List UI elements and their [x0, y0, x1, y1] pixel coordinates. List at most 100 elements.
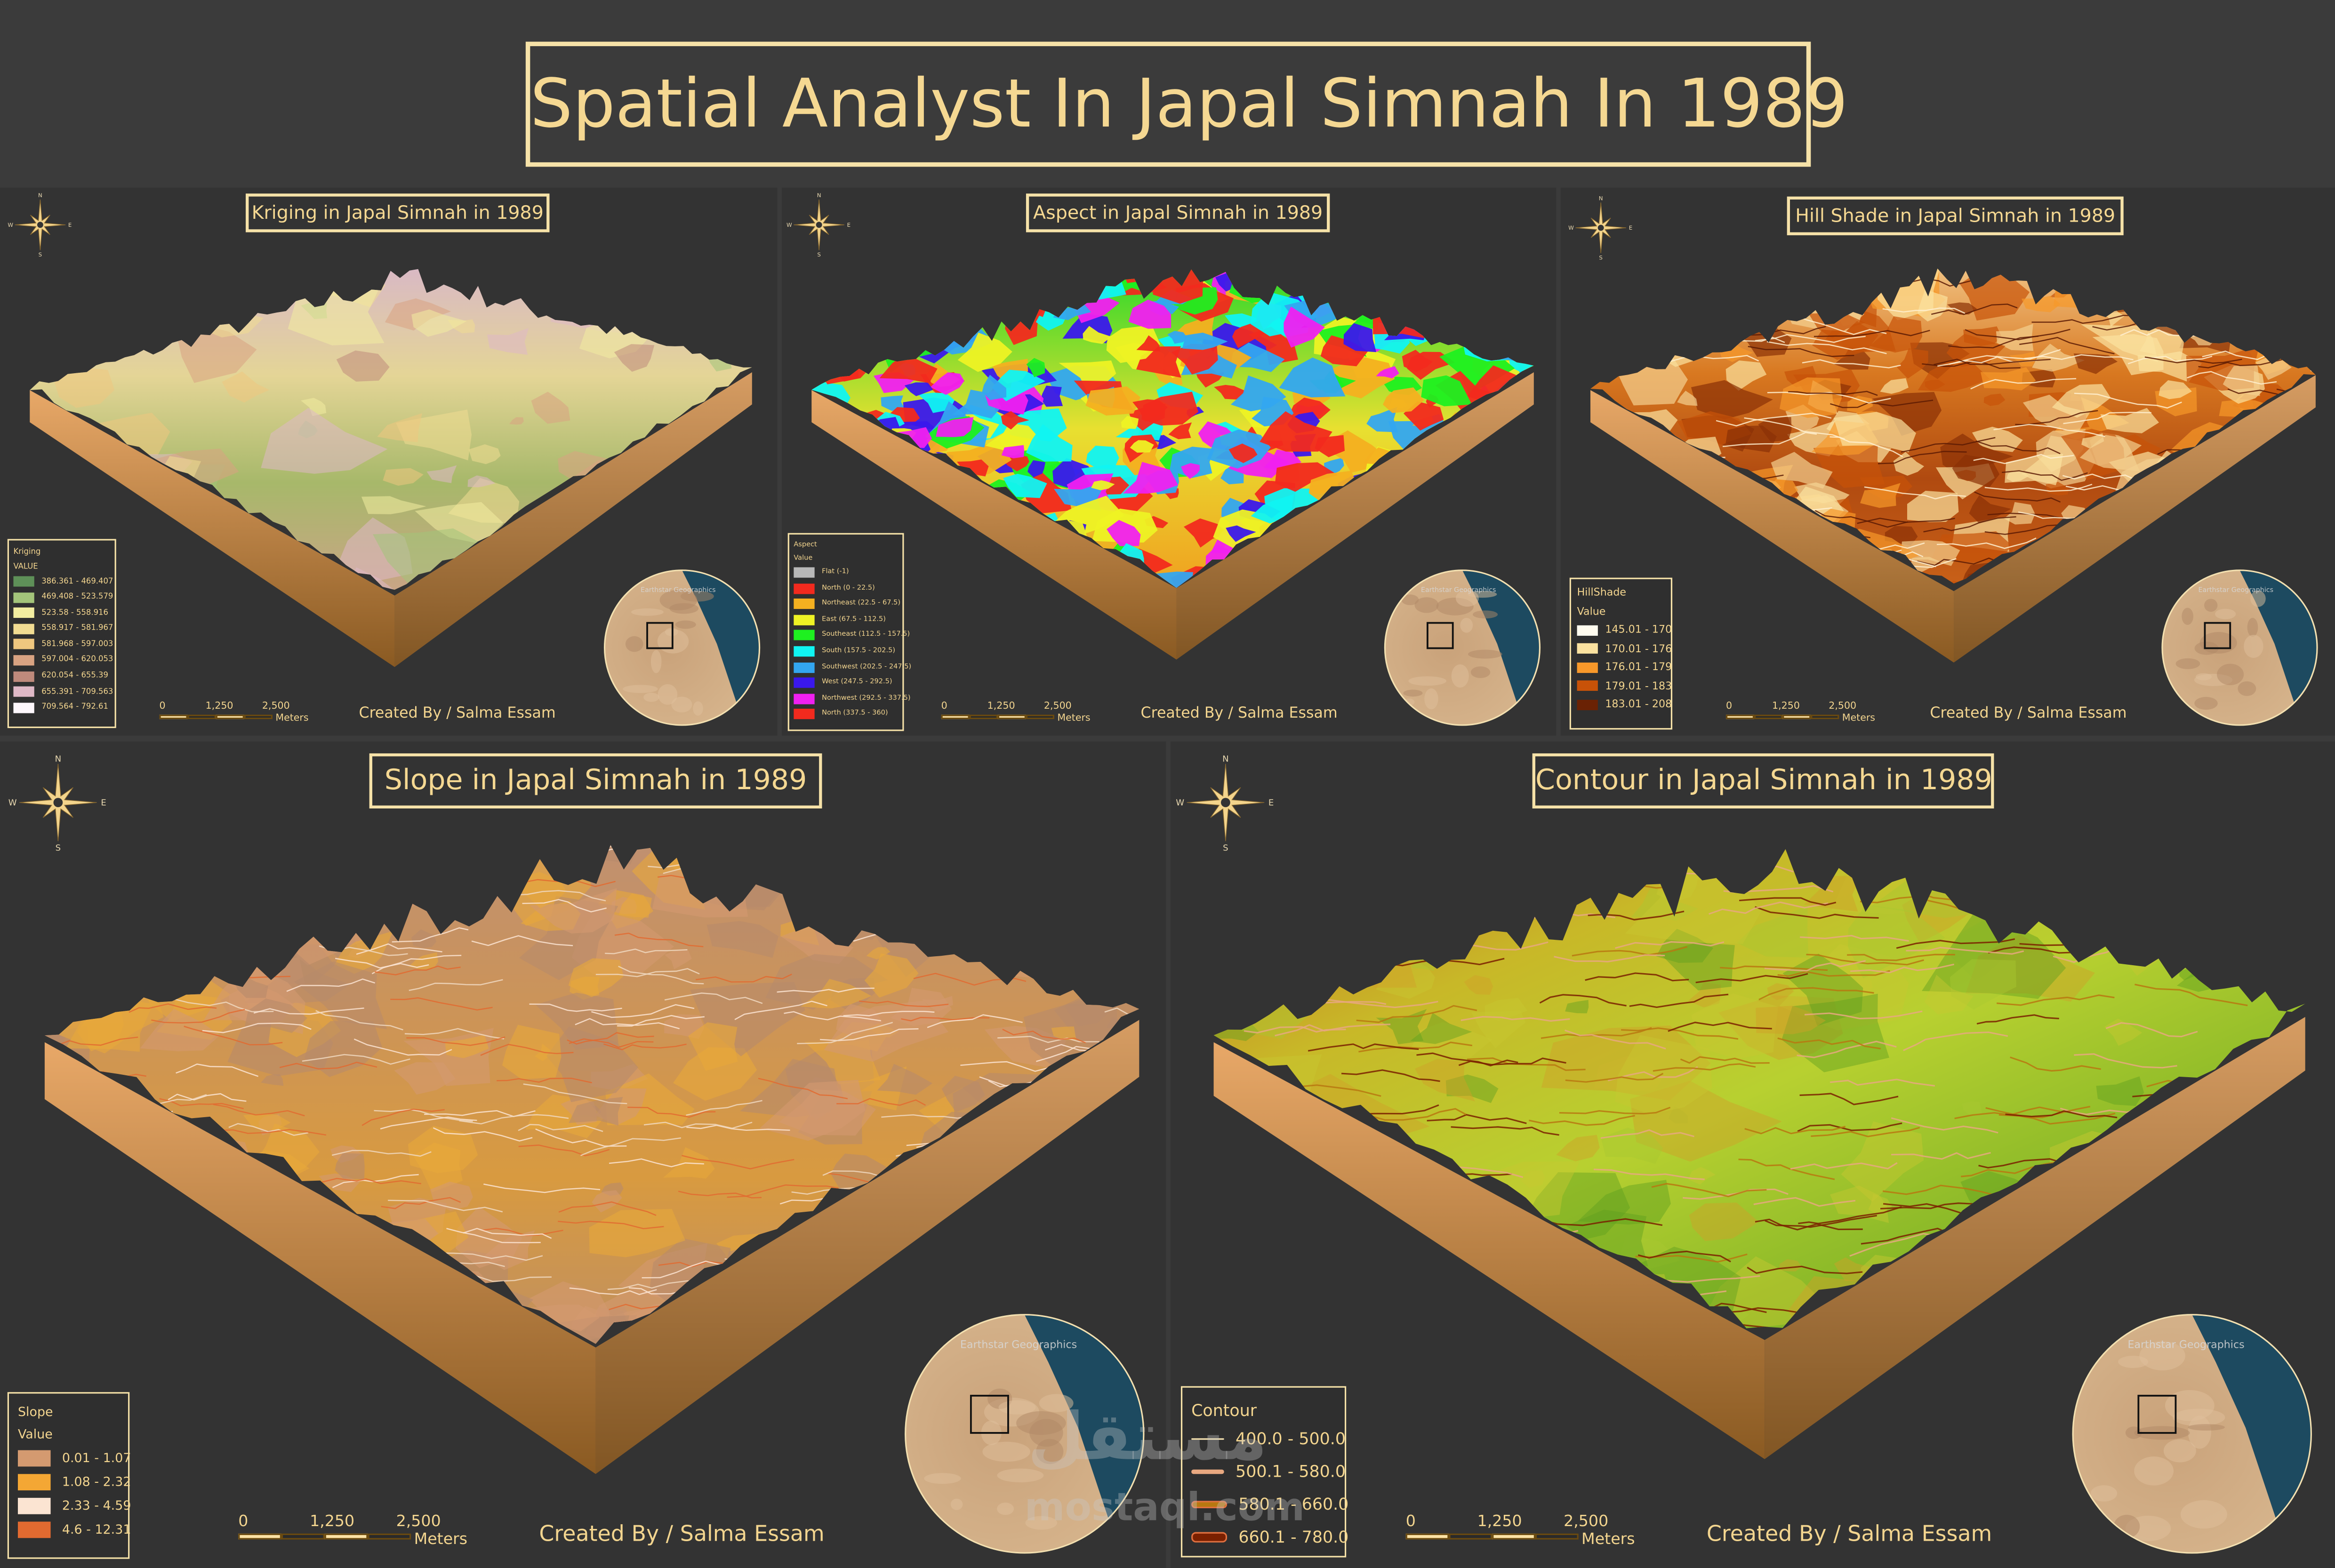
- legend-swatch: [794, 599, 815, 609]
- compass-label-n: N: [55, 754, 62, 764]
- inset-locator-map[interactable]: Earthstar Geographics: [905, 1314, 1145, 1554]
- legend-item: South (157.5 - 202.5): [794, 646, 898, 657]
- compass-label-n: N: [817, 192, 821, 199]
- compass-label-e: E: [68, 222, 72, 228]
- scale-segment: [324, 1533, 368, 1540]
- legend-item: 655.391 - 709.563: [13, 687, 113, 697]
- legend-label: Flat (-1): [822, 568, 849, 576]
- scale-label: 0: [238, 1512, 249, 1531]
- legend-swatch: [1577, 680, 1598, 691]
- scale-segment: [368, 1533, 411, 1540]
- legend-label: 1.08 - 2.32: [62, 1474, 131, 1490]
- scale-segments: [1405, 1533, 1579, 1540]
- scale-segment: [1811, 714, 1839, 720]
- legend-swatch: [794, 567, 815, 578]
- inset-locator-map[interactable]: Earthstar Geographics: [2161, 569, 2318, 726]
- compass-label-s: S: [39, 251, 42, 258]
- inset-locator-map[interactable]: Earthstar Geographics: [603, 569, 761, 726]
- legend-item: 1.08 - 2.32: [17, 1474, 131, 1491]
- legend-item: North (337.5 - 360): [794, 709, 898, 720]
- legend-item: 4.6 - 12.31: [17, 1521, 131, 1538]
- legend-label: 386.361 - 469.407: [41, 577, 113, 586]
- credit-text: Created By / Salma Essam: [359, 705, 556, 722]
- north-arrow-compass-icon: N S E W: [1176, 754, 1274, 853]
- legend-label: 145.01 - 170: [1605, 624, 1672, 636]
- legend-item: 660.1 - 780.0: [1191, 1528, 1348, 1547]
- legend-swatch: [794, 614, 815, 625]
- scale-segment: [941, 714, 970, 720]
- north-arrow-compass-icon: N S E W: [8, 754, 106, 853]
- study-area-extent: [2204, 622, 2231, 649]
- legend-label: Northeast (22.5 - 67.5): [822, 600, 901, 608]
- sea-area: [2192, 1314, 2311, 1553]
- scale-label: 0: [1405, 1512, 1416, 1531]
- terrain-side-right: [1954, 375, 2316, 663]
- legend-swatch: [1577, 643, 1598, 654]
- scale-segment: [238, 1533, 281, 1540]
- study-area-extent: [970, 1394, 1009, 1434]
- legend-label: 2.33 - 4.59: [62, 1498, 131, 1514]
- scale-segment: [244, 714, 273, 720]
- compass-label-s: S: [1599, 254, 1603, 261]
- compass-label-n: N: [1222, 754, 1229, 764]
- legend-label: 581.968 - 597.003: [41, 640, 113, 649]
- compass-label-w: W: [1568, 224, 1574, 231]
- compass-label-n: N: [1599, 195, 1603, 202]
- slope-legend: Slope Value 0.01 - 1.07 1.08 - 2.32 2.33 -…: [7, 1392, 131, 1559]
- legend-title: Kriging: [13, 548, 41, 557]
- legend-label: 4.6 - 12.31: [62, 1522, 131, 1537]
- watermark-latin: mostaql.com: [1024, 1486, 1305, 1531]
- sea-area: [1462, 570, 1540, 725]
- legend-swatch: [13, 687, 34, 697]
- terrain-side-right: [1765, 1016, 2305, 1459]
- legend-label: 655.391 - 709.563: [41, 687, 113, 696]
- scale-segment: [1754, 714, 1783, 720]
- legend-swatch: [794, 662, 815, 672]
- legend-swatch: [1577, 699, 1598, 710]
- legend-swatch: [13, 655, 34, 666]
- legend-swatch: [794, 646, 815, 657]
- legend-swatch: [17, 1521, 51, 1538]
- kriging-title: Kriging in Japal Simnah in 1989: [246, 193, 550, 232]
- kriging-legend: Kriging VALUE 386.361 - 469.407 469.408 -…: [7, 539, 116, 728]
- scale-segment: [997, 714, 1026, 720]
- compass-label-n: N: [38, 192, 42, 199]
- scale-label: 0: [1725, 700, 1733, 712]
- legend-title: Contour: [1191, 1401, 1257, 1421]
- north-arrow-compass-icon: N S E W: [8, 192, 72, 258]
- legend-swatch: [13, 671, 34, 681]
- inset-locator-map[interactable]: Earthstar Geographics: [2072, 1314, 2312, 1554]
- legend-subtitle: Value: [1577, 606, 1606, 618]
- legend-item: 386.361 - 469.407: [13, 576, 113, 587]
- legend-line-swatch: [1191, 1532, 1228, 1543]
- inset-attribution: Earthstar Geographics: [2128, 1339, 2245, 1351]
- scale-segment: [1405, 1533, 1449, 1540]
- legend-subtitle: Value: [17, 1428, 53, 1443]
- study-area-extent: [1427, 622, 1454, 649]
- legend-label: 179.01 - 183: [1605, 680, 1672, 692]
- slope-title: Slope in Japal Simnah in 1989: [369, 753, 822, 808]
- legend-label: 660.1 - 780.0: [1238, 1528, 1349, 1547]
- inset-attribution: Earthstar Geographics: [2199, 586, 2273, 594]
- legend-swatch: [794, 678, 815, 688]
- legend-title: Aspect: [794, 542, 817, 550]
- scale-unit: Meters: [1842, 711, 1876, 723]
- legend-item: 179.01 - 183: [1577, 680, 1672, 692]
- terrain-side-left: [44, 1042, 596, 1474]
- legend-item: Southwest (202.5 - 247.5): [794, 662, 911, 672]
- scale-label: 0: [159, 700, 166, 712]
- legend-item: 2.33 - 4.59: [17, 1497, 131, 1514]
- legend-item: Flat (-1): [794, 567, 898, 578]
- legend-item: Northwest (292.5 - 337.5): [794, 693, 911, 704]
- inset-locator-map[interactable]: Earthstar Geographics: [1384, 569, 1541, 726]
- scale-segments: [238, 1533, 411, 1540]
- credit-text: Created By / Salma Essam: [1706, 1523, 1992, 1547]
- legend-label: 580.1 - 660.0: [1238, 1495, 1349, 1514]
- compass-label-w: W: [8, 798, 17, 808]
- legend-swatch: [1577, 662, 1598, 673]
- inset-attribution: Earthstar Geographics: [641, 586, 715, 594]
- legend-label: Southwest (202.5 - 247.5): [822, 663, 912, 671]
- scale-segment: [281, 1533, 325, 1540]
